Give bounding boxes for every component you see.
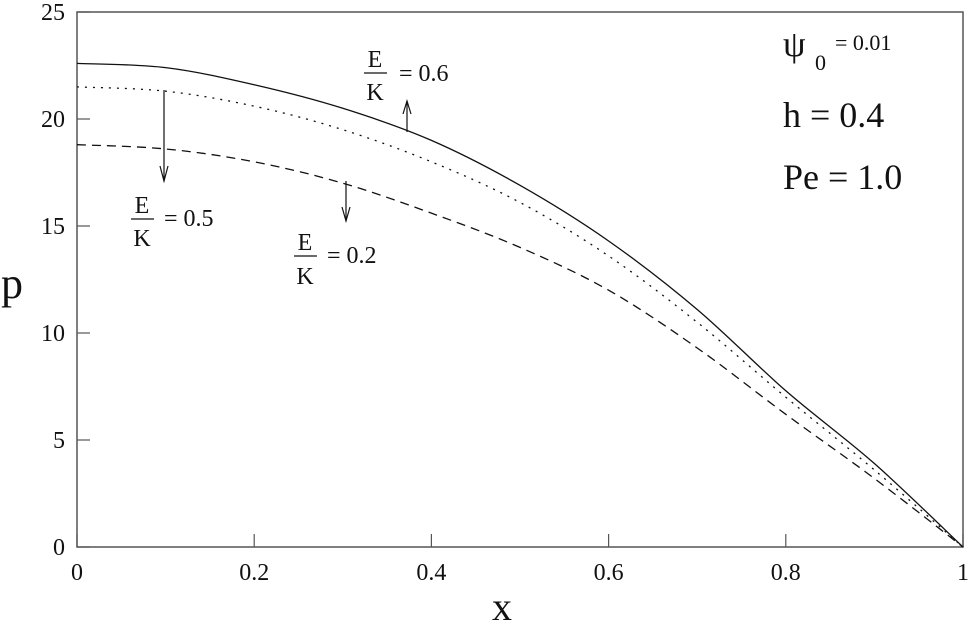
frac-denominator: K: [296, 264, 314, 290]
x-tick-label: 0.2: [239, 560, 269, 586]
frac-denominator: K: [366, 80, 384, 106]
arrow-down-icon: [341, 181, 351, 224]
y-tick-label: 15: [41, 214, 65, 240]
annotation-value: = 0.5: [164, 206, 214, 232]
series-line: [76, 86, 964, 548]
x-tick-label: 0.4: [416, 560, 446, 586]
frac-numerator: E: [368, 47, 383, 73]
arrow-up-icon: [402, 98, 412, 132]
y-tick-label: 0: [53, 535, 65, 561]
annotation-ek-02: E K = 0.2: [294, 181, 377, 290]
series-line: [76, 144, 964, 548]
frac-denominator: K: [133, 226, 151, 252]
frac-numerator: E: [135, 193, 150, 219]
y-axis-label: p: [1, 259, 23, 308]
x-tick-label: 0.8: [771, 560, 801, 586]
parameter-box: ψ 0 = 0.01 h = 0.4 Pe = 1.0: [783, 24, 902, 197]
x-tick-label: 0: [71, 560, 83, 586]
y-tick-label: 20: [41, 107, 65, 133]
y-tick-label: 10: [41, 321, 65, 347]
pe-value: Pe = 1.0: [783, 157, 902, 197]
frac-numerator: E: [298, 230, 313, 256]
x-axis-label: x: [492, 584, 512, 629]
series-line: [76, 62, 964, 548]
y-tick-label: 5: [53, 428, 65, 454]
x-tick-label: 0.6: [594, 560, 624, 586]
y-tick-label: 25: [41, 0, 65, 26]
annotation-ek-06: E K = 0.6: [364, 47, 449, 132]
psi-symbol: ψ: [783, 24, 806, 64]
plot-frame: [76, 11, 964, 548]
annotation-ek-05: E K = 0.5: [131, 90, 214, 252]
curves: [76, 62, 964, 548]
annotation-value: = 0.2: [327, 243, 377, 269]
arrow-down-icon: [159, 90, 169, 184]
h-value: h = 0.4: [783, 95, 884, 135]
psi-subscript: 0: [815, 50, 826, 75]
psi-value: = 0.01: [835, 30, 891, 55]
x-tick-label: 1: [957, 560, 969, 586]
annotation-value: = 0.6: [399, 61, 449, 87]
